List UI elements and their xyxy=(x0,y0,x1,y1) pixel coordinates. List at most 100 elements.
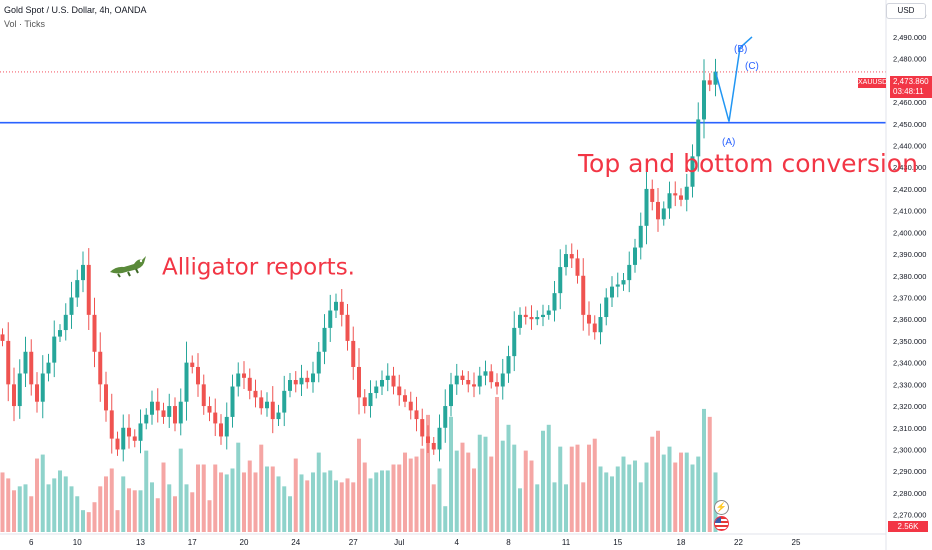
volume-bar xyxy=(512,444,517,532)
candle-body xyxy=(339,301,344,315)
candle-body xyxy=(0,334,5,341)
volume-bar xyxy=(661,454,666,532)
x-tick-label: 20 xyxy=(240,538,249,547)
candle-body xyxy=(213,412,218,424)
candle-body xyxy=(615,284,620,287)
x-tick-label: 13 xyxy=(136,538,145,547)
volume-bar xyxy=(690,464,695,532)
volume-bar xyxy=(253,472,258,532)
volume-bar xyxy=(23,484,28,532)
candle-body xyxy=(610,286,614,298)
volume-bar xyxy=(552,482,557,532)
y-tick-label: 2,440.000 xyxy=(893,141,926,150)
volume-bar xyxy=(81,510,85,532)
candle-body xyxy=(558,267,563,294)
x-tick-label: 11 xyxy=(562,538,571,547)
candle-body xyxy=(52,336,57,363)
volume-bar xyxy=(276,476,281,532)
volume-bar xyxy=(12,490,16,532)
volume-bar xyxy=(155,498,160,532)
volume-bar xyxy=(650,436,655,532)
volume-bar xyxy=(46,484,51,532)
candle-body xyxy=(426,436,430,443)
candle-body xyxy=(236,373,241,387)
wave-label-b: (B) xyxy=(734,44,748,55)
volume-bar xyxy=(472,468,476,532)
candle-body xyxy=(178,401,183,424)
volume-bar xyxy=(230,468,235,532)
candle-body xyxy=(305,377,310,383)
candle-body xyxy=(650,188,655,202)
alligator-annotation[interactable]: Alligator reports. xyxy=(108,252,355,284)
volume-bar xyxy=(247,460,252,532)
abc-wave-projection[interactable] xyxy=(714,36,753,122)
volume-bar xyxy=(483,436,488,532)
volume-bar xyxy=(575,444,580,532)
candle-body xyxy=(161,410,166,417)
volume-bar xyxy=(178,448,183,532)
volume-bar xyxy=(426,414,430,532)
candle-body xyxy=(230,386,235,417)
us-flag-icon[interactable] xyxy=(714,516,729,531)
volume-bar xyxy=(328,470,333,532)
volume-indicator-label[interactable]: Vol · Ticks xyxy=(4,19,46,29)
volume-bar xyxy=(380,470,384,532)
volume-bar xyxy=(587,444,591,532)
x-tick-label: 6 xyxy=(29,538,34,547)
volume-bar xyxy=(92,502,97,532)
candle-body xyxy=(512,327,517,357)
volume-bar xyxy=(345,478,350,532)
flash-icon[interactable]: ⚡ xyxy=(714,500,729,515)
time-axis[interactable]: 6 10 13 17 20 24 27 Jul 4 8 11 15 18 22 25 xyxy=(0,533,886,547)
candle-body xyxy=(397,386,402,396)
candle-body xyxy=(633,247,637,265)
volume-bar xyxy=(638,482,643,532)
candle-body xyxy=(75,280,80,298)
candle-body xyxy=(477,375,482,387)
candle-body xyxy=(707,80,712,85)
y-tick-label: 2,360.000 xyxy=(893,315,926,324)
volume-bar xyxy=(6,478,11,532)
candle-body xyxy=(104,384,108,411)
candle-body xyxy=(81,264,85,281)
volume-bar xyxy=(17,486,22,532)
x-tick-label: 4 xyxy=(455,538,460,547)
currency-button[interactable]: USD xyxy=(886,3,926,19)
volume-bar xyxy=(201,464,206,532)
conversion-annotation[interactable]: Top and bottom conversion xyxy=(578,149,918,178)
volume-bar xyxy=(610,476,614,532)
x-tick-label: 15 xyxy=(613,538,622,547)
candle-body xyxy=(690,156,695,187)
volume-bar xyxy=(339,482,344,532)
candle-body xyxy=(150,401,154,415)
candle-body xyxy=(454,375,459,385)
candle-body xyxy=(564,254,568,268)
candle-body xyxy=(414,410,419,420)
volume-bar xyxy=(173,496,177,532)
volume-bar xyxy=(569,446,574,532)
candle-body xyxy=(644,188,649,226)
candle-body xyxy=(173,406,177,424)
volume-bar xyxy=(322,472,327,532)
volume-bar xyxy=(437,468,442,532)
volume-bar xyxy=(707,416,712,532)
volume-bar xyxy=(431,484,436,532)
volume-bar xyxy=(207,500,212,532)
candle-body xyxy=(167,406,172,417)
volume-bar xyxy=(581,482,586,532)
volume-bar xyxy=(282,486,287,532)
candle-body xyxy=(385,375,390,380)
volume-bar xyxy=(529,460,534,532)
candle-body xyxy=(17,373,22,407)
candle-body xyxy=(541,314,545,318)
candle-body xyxy=(328,310,333,328)
volume-bar xyxy=(667,446,672,532)
candle-body xyxy=(184,362,189,402)
wave-label-a: (A) xyxy=(722,137,736,148)
volume-bar xyxy=(63,476,68,532)
symbol-tag: XAUUSD xyxy=(858,78,888,88)
candle-body xyxy=(155,401,160,411)
volume-bar xyxy=(98,486,103,532)
candle-body xyxy=(696,119,701,157)
candle-body xyxy=(575,258,580,276)
